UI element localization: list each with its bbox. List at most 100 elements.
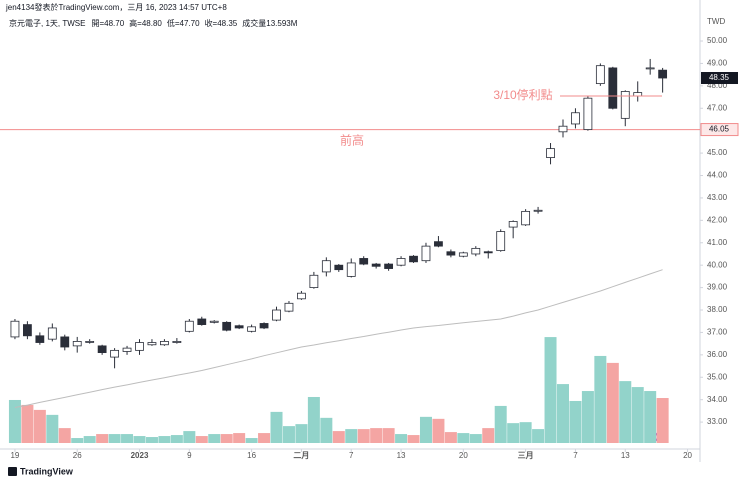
candle-body [297,292,306,300]
candle-body [434,241,443,247]
volume-bar [133,436,146,443]
volume-bar [332,431,345,443]
candle-body [359,258,369,265]
candle-body [633,92,643,97]
volume-bar [532,429,545,443]
volume-bar [8,399,21,443]
candle-body [645,67,655,70]
price-label-box [700,123,739,137]
volume-bar [121,434,134,443]
candle-body [234,325,244,329]
y-tick-label: 43.00 [707,193,728,202]
candle-body [309,274,319,289]
x-tick-label: 二月 [293,451,309,460]
volume-bar [158,436,171,443]
volume-bar [581,391,594,443]
x-tick-label: 19 [10,451,19,460]
volume-bar [21,404,34,443]
volume-bar [494,405,507,443]
candle-body [122,347,132,352]
volume-bar [183,431,196,443]
volume-bar [46,414,59,443]
candle-body [72,341,82,347]
candle-body [172,341,182,343]
y-tick-label: 35.00 [707,372,728,381]
volume-bar [656,398,669,443]
candle-body [496,231,506,252]
candle-body [184,320,194,332]
x-tick-label: 26 [73,451,82,460]
x-tick-label: 7 [349,451,354,460]
candle-body [546,148,555,158]
y-tick-label: 44.00 [707,171,728,180]
y-tick-label: 47.00 [707,103,728,112]
volume-bar [96,434,109,443]
candle-body [409,255,418,263]
header-value: 高=48.80 [129,18,162,28]
candle-body [85,341,95,343]
candle-body [346,262,356,277]
volume-bar [370,428,383,443]
candle-body [321,260,331,273]
volume-bar [444,432,457,443]
candle-body [334,264,344,271]
candle-body [97,345,107,354]
volume-bar [519,422,532,443]
header-value: 收=48.35 [205,18,238,28]
volume-bar [407,435,420,443]
x-tick-label: 13 [621,451,630,460]
candle-body [620,91,630,119]
y-tick-label: 39.00 [707,283,728,292]
candle-body [508,221,518,228]
volume-bar [233,433,246,443]
candle-body [35,335,45,343]
header-value: 開=48.70 [91,19,124,28]
header-value: 低=47.70 [167,18,200,28]
volume-bar [295,424,308,443]
header-value: 成交量13.593M [242,18,297,28]
candle-body [384,263,394,269]
candle-body [247,326,257,332]
y-tick-label: 49.00 [707,59,728,68]
volume-bar [619,381,632,443]
currency: TWD [707,17,725,26]
volume-bar [282,426,295,443]
header-line: jen4134發表於TradingView.com，三月 16, 2023 14… [5,2,227,12]
y-tick-label: 33.00 [707,417,728,426]
moving-average [14,269,663,408]
candle-body [47,327,57,340]
y-tick-label: 38.00 [707,305,728,314]
volume-bar [71,438,84,443]
price-label: 46.05 [709,125,730,134]
volume-bar [357,429,370,443]
candle-body [135,342,144,351]
candle-body [483,251,493,254]
volume-bar [270,411,283,443]
x-tick-label: 20 [459,451,468,460]
volume-bar [395,434,408,443]
volume-bar [108,434,121,443]
volume-bar [245,438,258,443]
volume-bar [58,428,71,443]
y-tick-label: 41.00 [707,238,728,247]
volume-bar [469,434,482,443]
x-tick-label: 20 [683,451,692,460]
logo: TradingView [8,466,74,476]
candle-body [197,318,207,325]
y-tick-label: 36.00 [707,350,728,359]
x-tick-label: 2023 [131,451,149,460]
candle-body [571,112,580,125]
candle-body [583,97,593,130]
volume-bar [507,423,520,443]
candle-body [595,65,605,85]
volume-bar [33,409,46,443]
volume-bar [544,337,557,443]
last-price-label: 48.35 [709,73,730,82]
candle-body [458,252,468,257]
candle-body [558,125,568,133]
y-tick-label: 48.00 [707,81,728,90]
volume-bar [606,362,619,443]
candle-body [272,309,281,321]
candle-body [471,247,481,255]
